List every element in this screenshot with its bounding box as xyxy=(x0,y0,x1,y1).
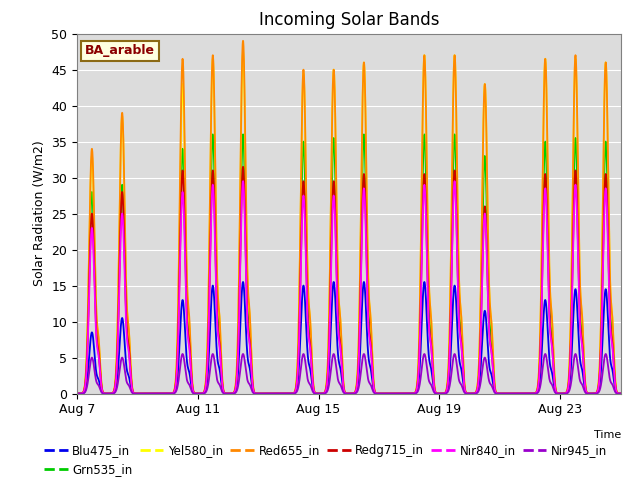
Line: Redg715_in: Redg715_in xyxy=(77,167,621,394)
Redg715_in xyxy=(402,391,410,396)
Red655_in xyxy=(566,362,573,368)
Line: Grn535_in: Grn535_in xyxy=(77,134,621,394)
Blu475_in xyxy=(617,391,625,396)
Nir840_in xyxy=(617,391,625,396)
Grn535_in xyxy=(566,369,573,375)
Nir945_in xyxy=(511,391,519,396)
Grn535_in xyxy=(617,391,625,396)
Yel580_in xyxy=(189,388,197,394)
Grn535_in xyxy=(225,391,233,396)
Nir945_in xyxy=(602,351,609,357)
Redg715_in xyxy=(566,372,573,378)
Redg715_in xyxy=(617,391,625,396)
Yel580_in xyxy=(402,391,410,396)
Legend: Blu475_in, Grn535_in, Yel580_in, Red655_in, Redg715_in, Nir840_in, Nir945_in: Blu475_in, Grn535_in, Yel580_in, Red655_… xyxy=(39,439,612,480)
Text: Time: Time xyxy=(593,430,621,440)
Blu475_in xyxy=(148,391,156,396)
Line: Nir840_in: Nir840_in xyxy=(77,181,621,394)
Grn535_in xyxy=(189,389,197,395)
Blu475_in xyxy=(239,279,247,285)
Red655_in xyxy=(239,38,247,44)
Yel580_in xyxy=(73,391,81,396)
Red655_in xyxy=(148,391,156,396)
Nir840_in xyxy=(239,179,247,184)
Yel580_in xyxy=(239,49,247,55)
Blu475_in xyxy=(189,390,197,396)
Grn535_in xyxy=(402,391,410,396)
Title: Incoming Solar Bands: Incoming Solar Bands xyxy=(259,11,439,29)
Grn535_in xyxy=(73,391,81,396)
Redg715_in xyxy=(225,391,232,396)
Yel580_in xyxy=(148,391,156,396)
Red655_in xyxy=(617,391,625,396)
Line: Yel580_in: Yel580_in xyxy=(77,52,621,394)
Redg715_in xyxy=(189,389,197,395)
Red655_in xyxy=(225,391,233,396)
Redg715_in xyxy=(617,391,625,396)
Redg715_in xyxy=(412,390,419,396)
Red655_in xyxy=(73,391,81,396)
Blu475_in xyxy=(402,391,410,396)
Red655_in xyxy=(402,391,410,396)
Nir840_in xyxy=(412,390,419,396)
Nir840_in xyxy=(148,391,156,396)
Yel580_in xyxy=(412,389,419,395)
Nir840_in xyxy=(402,391,410,396)
Blu475_in xyxy=(73,391,81,396)
Red655_in xyxy=(189,388,197,394)
Redg715_in xyxy=(73,391,81,396)
Nir840_in xyxy=(73,391,81,396)
Nir945_in xyxy=(412,391,419,396)
Redg715_in xyxy=(239,164,247,170)
Nir945_in xyxy=(189,390,197,396)
Yel580_in xyxy=(566,363,573,369)
Nir945_in xyxy=(617,391,625,396)
Grn535_in xyxy=(412,389,419,395)
Blu475_in xyxy=(617,391,625,396)
Blu475_in xyxy=(566,382,573,388)
Nir945_in xyxy=(565,388,573,394)
Y-axis label: Solar Radiation (W/m2): Solar Radiation (W/m2) xyxy=(33,141,45,287)
Text: BA_arable: BA_arable xyxy=(85,44,155,58)
Nir840_in xyxy=(617,391,625,396)
Yel580_in xyxy=(617,391,625,396)
Grn535_in xyxy=(617,391,625,396)
Blu475_in xyxy=(225,391,233,396)
Nir945_in xyxy=(225,391,232,396)
Grn535_in xyxy=(148,391,156,396)
Blu475_in xyxy=(412,390,419,396)
Yel580_in xyxy=(617,391,625,396)
Nir840_in xyxy=(189,389,197,395)
Line: Red655_in: Red655_in xyxy=(77,41,621,394)
Line: Blu475_in: Blu475_in xyxy=(77,282,621,394)
Yel580_in xyxy=(225,391,233,396)
Grn535_in xyxy=(209,132,217,137)
Nir945_in xyxy=(617,391,625,396)
Red655_in xyxy=(617,391,625,396)
Nir945_in xyxy=(402,391,410,396)
Nir945_in xyxy=(73,391,81,396)
Line: Nir945_in: Nir945_in xyxy=(77,354,621,394)
Nir840_in xyxy=(225,391,233,396)
Redg715_in xyxy=(511,391,519,396)
Red655_in xyxy=(412,389,419,395)
Nir840_in xyxy=(566,373,573,379)
